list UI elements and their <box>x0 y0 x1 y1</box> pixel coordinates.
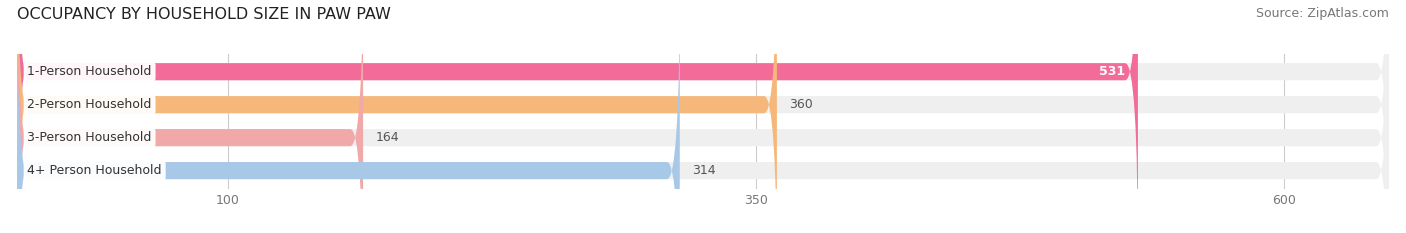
Text: 164: 164 <box>375 131 399 144</box>
FancyBboxPatch shape <box>17 0 778 233</box>
Text: 3-Person Household: 3-Person Household <box>28 131 152 144</box>
FancyBboxPatch shape <box>17 0 679 233</box>
FancyBboxPatch shape <box>17 0 1389 233</box>
FancyBboxPatch shape <box>17 0 363 233</box>
Text: 4+ Person Household: 4+ Person Household <box>28 164 162 177</box>
Text: 531: 531 <box>1099 65 1125 78</box>
Text: 2-Person Household: 2-Person Household <box>28 98 152 111</box>
FancyBboxPatch shape <box>17 0 1389 233</box>
Text: OCCUPANCY BY HOUSEHOLD SIZE IN PAW PAW: OCCUPANCY BY HOUSEHOLD SIZE IN PAW PAW <box>17 7 391 22</box>
FancyBboxPatch shape <box>17 0 1389 233</box>
Text: 1-Person Household: 1-Person Household <box>28 65 152 78</box>
Text: 360: 360 <box>790 98 813 111</box>
Text: 314: 314 <box>692 164 716 177</box>
Text: Source: ZipAtlas.com: Source: ZipAtlas.com <box>1256 7 1389 20</box>
FancyBboxPatch shape <box>17 0 1389 233</box>
FancyBboxPatch shape <box>17 0 1137 233</box>
